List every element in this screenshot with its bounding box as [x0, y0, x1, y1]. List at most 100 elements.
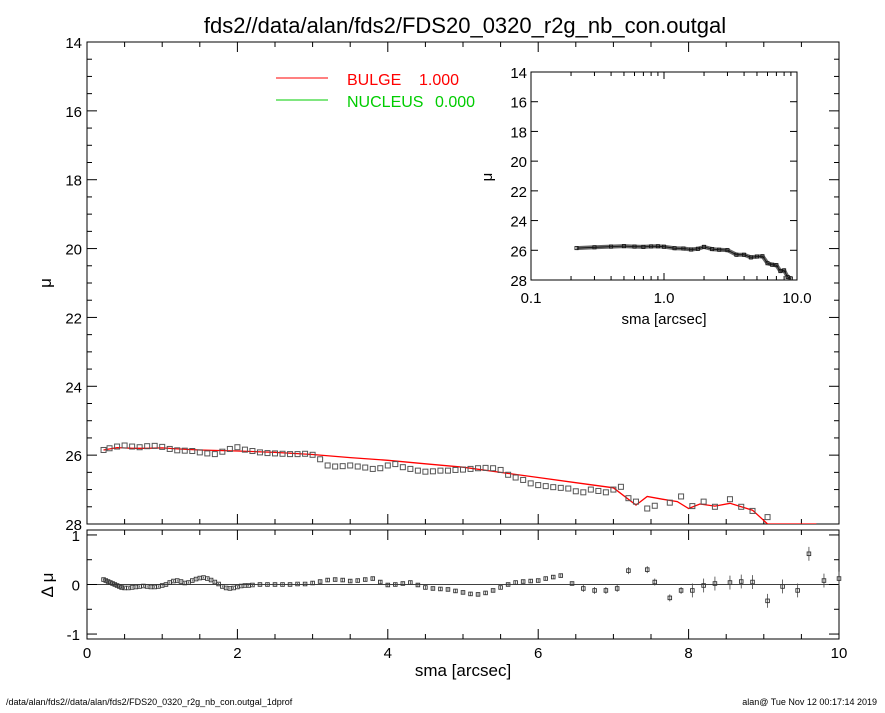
residual-point [513, 580, 518, 585]
data-point [550, 484, 557, 491]
data-point [136, 444, 143, 451]
inset-x-tick-label: 10.0 [782, 290, 811, 307]
residual-point [310, 580, 315, 586]
residual-point [119, 585, 124, 590]
data-point [527, 480, 534, 487]
data-point [384, 462, 391, 469]
residual-point [727, 580, 733, 585]
data-point [226, 445, 233, 452]
data-point [557, 484, 564, 491]
inset-y-tick-label: 24 [510, 214, 527, 231]
data-point [100, 446, 107, 453]
residual-point [780, 584, 785, 589]
residual-point [378, 579, 383, 585]
residual-point [265, 582, 270, 587]
inset-data-point [765, 261, 770, 266]
residual-point [408, 580, 413, 585]
y-tick-label: 18 [65, 173, 82, 190]
inset-y-tick-label: 16 [510, 95, 527, 112]
data-point [437, 467, 444, 474]
data-point [181, 447, 188, 454]
residual-point [117, 584, 122, 589]
data-point [256, 449, 263, 456]
residual-point [347, 578, 353, 584]
x-tick-label: 2 [233, 645, 241, 662]
data-point [241, 446, 248, 453]
data-point [535, 482, 542, 489]
residual-y-axis-label: Δ μ [38, 573, 57, 598]
residual-point [430, 586, 436, 591]
data-point [377, 465, 384, 472]
y-tick-label: 20 [65, 242, 82, 259]
x-tick-label: 0 [83, 645, 91, 662]
residual-point [302, 581, 308, 587]
data-point [452, 466, 459, 473]
data-point [399, 464, 406, 471]
residual-point [806, 551, 812, 557]
residual-point [393, 582, 398, 587]
data-point [324, 462, 331, 469]
residual-point [535, 578, 541, 583]
data-point [151, 442, 158, 449]
residual-point [295, 581, 300, 587]
inset-y-tick-label: 22 [510, 184, 527, 201]
residual-point [385, 582, 391, 588]
inset-model-line [576, 245, 792, 279]
data-point [287, 451, 294, 458]
data-point [264, 450, 271, 457]
data-point [174, 447, 181, 454]
residual-point [362, 577, 368, 582]
residual-point [520, 579, 526, 584]
residual-points [101, 546, 842, 608]
legend-label: BULGE [347, 72, 401, 89]
residual-point [550, 574, 556, 580]
inset-x-tick-label: 1.0 [654, 290, 675, 307]
residual-point [701, 583, 706, 588]
x-axis-label: sma [arcsec] [415, 661, 511, 680]
residual-point [592, 588, 597, 593]
data-point [497, 466, 504, 473]
data-point [580, 489, 587, 496]
inset-y-tick-label: 14 [510, 65, 527, 82]
residual-point [103, 578, 109, 583]
data-point [429, 468, 436, 475]
data-point [407, 465, 414, 472]
data-point [610, 486, 617, 493]
residual-point [105, 579, 111, 584]
inset-y-tick-label: 20 [510, 154, 527, 171]
residual-point [108, 580, 113, 585]
residual-point [250, 582, 255, 588]
y-tick-label: 28 [65, 517, 82, 534]
residual-point [400, 581, 406, 586]
data-point [279, 450, 286, 457]
data-point [347, 462, 354, 469]
residual-point [370, 576, 376, 581]
data-point [595, 487, 602, 494]
data-point [651, 502, 658, 509]
data-point [602, 489, 609, 496]
data-point [166, 445, 173, 452]
residual-point [483, 590, 488, 596]
residual-point [460, 590, 466, 595]
data-point [106, 445, 113, 452]
data-point [738, 503, 745, 510]
inset-y-tick-label: 28 [510, 273, 527, 290]
data-point [159, 443, 166, 450]
data-point [644, 505, 651, 512]
data-point [632, 498, 639, 505]
residual-point [110, 581, 115, 586]
residual-point [712, 581, 718, 586]
residual-plot-panel: 10-1 0 2 4 6 8 10 Δ μ sma [arcsec] [38, 528, 847, 680]
legend-label: NUCLEUS [347, 94, 423, 111]
data-point [467, 465, 474, 472]
footer-path: /data/alan/fds2//data/alan/fds2/FDS20_03… [6, 697, 293, 707]
data-point [414, 467, 421, 474]
legend-value: 0.000 [435, 94, 475, 111]
data-point [482, 464, 489, 471]
residual-point [614, 586, 620, 591]
residual-point [438, 586, 443, 592]
data-point [444, 467, 451, 474]
data-point [764, 514, 771, 521]
residual-point [332, 577, 338, 582]
